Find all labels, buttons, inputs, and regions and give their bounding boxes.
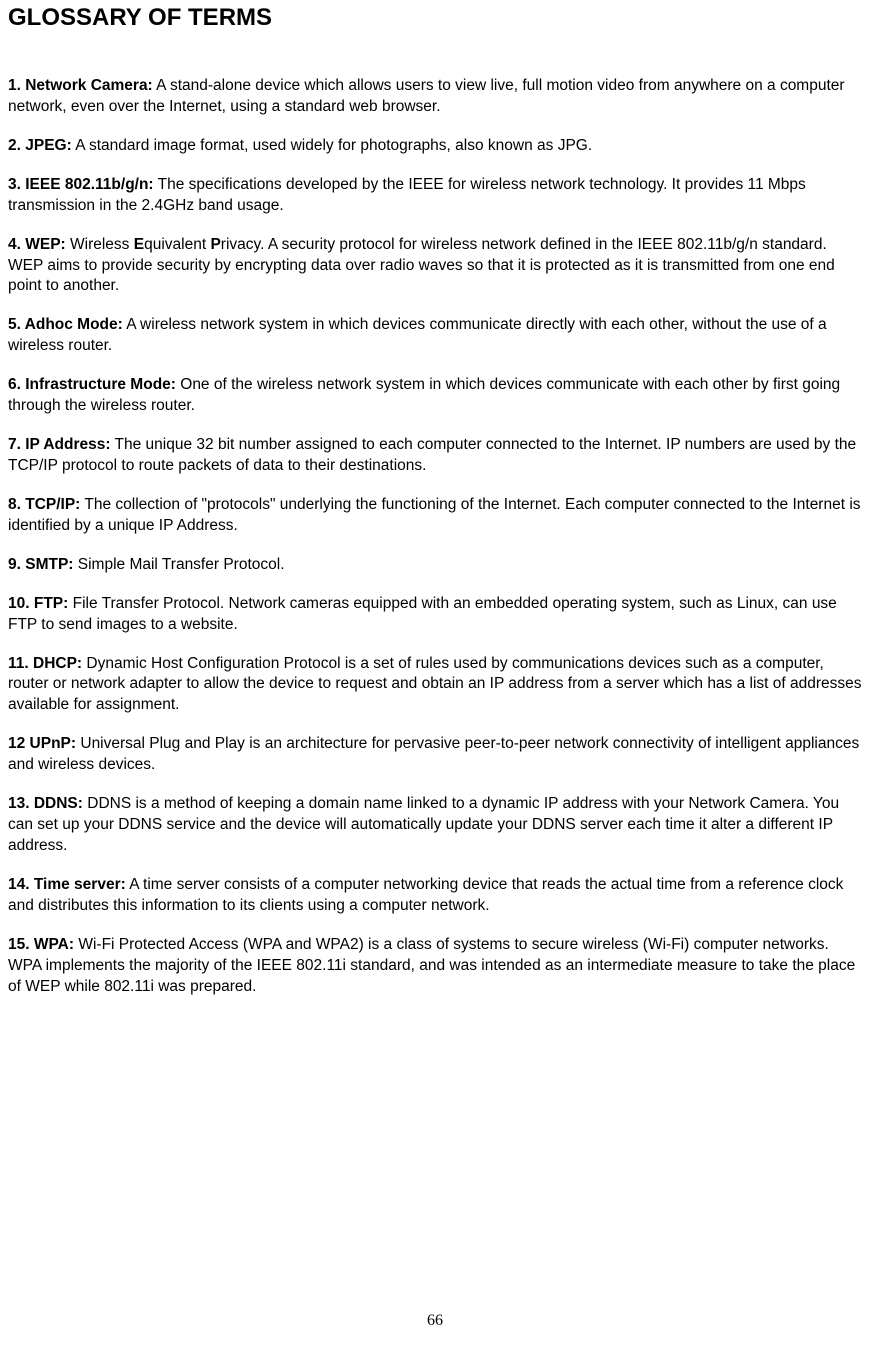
- glossary-entry: 12 UPnP: Universal Plug and Play is an a…: [8, 734, 862, 776]
- glossary-entry: 4. WEP: Wireless Equivalent Privacy. A s…: [8, 235, 862, 298]
- glossary-definition-text: The collection of "protocols" underlying…: [8, 496, 861, 534]
- glossary-definition-text: DDNS is a method of keeping a domain nam…: [8, 795, 839, 854]
- glossary-entries: 1. Network Camera: A stand-alone device …: [8, 76, 862, 998]
- glossary-definition-text: A time server consists of a computer net…: [8, 876, 843, 914]
- glossary-definition-text: The unique 32 bit number assigned to eac…: [8, 436, 856, 474]
- glossary-entry: 11. DHCP: Dynamic Host Configuration Pro…: [8, 654, 862, 717]
- glossary-definition-text: Wi-Fi Protected Access (WPA and WPA2) is…: [8, 936, 855, 995]
- glossary-term: 4. WEP:: [8, 236, 66, 253]
- glossary-term: 12 UPnP:: [8, 735, 76, 752]
- glossary-term: 9. SMTP:: [8, 556, 73, 573]
- glossary-term: 8. TCP/IP:: [8, 496, 80, 513]
- glossary-definition-text: Dynamic Host Configuration Protocol is a…: [8, 655, 862, 714]
- glossary-definition-text: A wireless network system in which devic…: [8, 316, 827, 354]
- glossary-entry: 9. SMTP: Simple Mail Transfer Protocol.: [8, 555, 862, 576]
- glossary-entry: 8. TCP/IP: The collection of "protocols"…: [8, 495, 862, 537]
- glossary-definition-text: A standard image format, used widely for…: [72, 137, 592, 154]
- document-page: GLOSSARY OF TERMS 1. Network Camera: A s…: [0, 4, 870, 1354]
- glossary-term: 14. Time server:: [8, 876, 126, 893]
- glossary-definition-text: Universal Plug and Play is an architectu…: [8, 735, 859, 773]
- glossary-term: 3. IEEE 802.11b/g/n:: [8, 176, 154, 193]
- glossary-entry: 6. Infrastructure Mode: One of the wirel…: [8, 375, 862, 417]
- glossary-term: 1. Network Camera:: [8, 77, 153, 94]
- glossary-entry: 14. Time server: A time server consists …: [8, 875, 862, 917]
- glossary-term: 11. DHCP:: [8, 655, 82, 672]
- glossary-definition-text: Simple Mail Transfer Protocol.: [73, 556, 284, 573]
- glossary-entry: 3. IEEE 802.11b/g/n: The specifications …: [8, 175, 862, 217]
- page-title: GLOSSARY OF TERMS: [8, 4, 862, 32]
- glossary-term: 5. Adhoc Mode:: [8, 316, 123, 333]
- glossary-term: 6. Infrastructure Mode:: [8, 376, 176, 393]
- glossary-term: 10. FTP:: [8, 595, 68, 612]
- glossary-definition-text: Wireless: [66, 236, 134, 253]
- glossary-entry: 1. Network Camera: A stand-alone device …: [8, 76, 862, 118]
- glossary-term: 7. IP Address:: [8, 436, 111, 453]
- page-number: 66: [0, 1312, 870, 1330]
- glossary-definition-text: P: [210, 236, 220, 253]
- glossary-entry: 2. JPEG: A standard image format, used w…: [8, 136, 862, 157]
- glossary-definition-text: E: [134, 236, 144, 253]
- glossary-definition-text: File Transfer Protocol. Network cameras …: [8, 595, 837, 633]
- glossary-term: 15. WPA:: [8, 936, 74, 953]
- glossary-entry: 10. FTP: File Transfer Protocol. Network…: [8, 594, 862, 636]
- glossary-term: 13. DDNS:: [8, 795, 83, 812]
- glossary-term: 2. JPEG:: [8, 137, 72, 154]
- glossary-entry: 15. WPA: Wi-Fi Protected Access (WPA and…: [8, 935, 862, 998]
- glossary-entry: 13. DDNS: DDNS is a method of keeping a …: [8, 794, 862, 857]
- glossary-entry: 5. Adhoc Mode: A wireless network system…: [8, 315, 862, 357]
- glossary-entry: 7. IP Address: The unique 32 bit number …: [8, 435, 862, 477]
- glossary-definition-text: quivalent: [144, 236, 210, 253]
